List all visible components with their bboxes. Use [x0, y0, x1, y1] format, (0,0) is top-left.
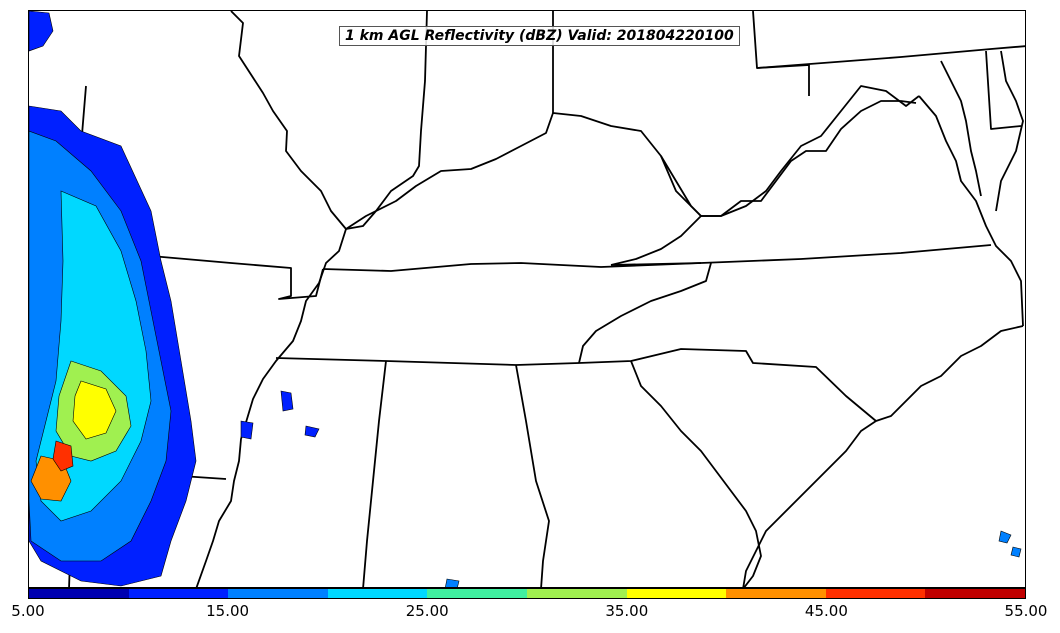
colorbar-segment — [228, 589, 328, 598]
nc-sc-boundary — [578, 348, 877, 422]
colorbar-tick-label: 25.00 — [405, 602, 449, 620]
colorbar-tick-label: 5.00 — [11, 602, 45, 620]
colorbar-segment — [726, 589, 826, 598]
il-in-boundary — [345, 11, 428, 230]
colorbar-segment — [29, 589, 129, 598]
echo-se-cell — [998, 530, 1012, 544]
echo-ms-cell-2 — [304, 425, 320, 438]
oh-pa-boundary — [752, 11, 810, 96]
colorbar-segment — [526, 589, 627, 598]
va-ky-boundary — [610, 215, 702, 266]
colorbar-tick-label: 45.00 — [804, 602, 848, 620]
ms-al-boundary — [362, 360, 387, 587]
atlantic-coast — [742, 325, 1024, 587]
echo-ms-cell — [280, 390, 294, 412]
colorbar-segment — [327, 589, 428, 598]
chesapeake-west — [940, 60, 982, 197]
echo-band-red — [52, 440, 74, 472]
map-title: 1 km AGL Reflectivity (dBZ) Valid: 20180… — [339, 26, 740, 46]
tn-south-boundary — [275, 357, 580, 366]
reflectivity-colorbar — [28, 588, 1026, 599]
reflectivity-echoes — [29, 11, 1022, 587]
echo-se-cell-2 — [1010, 546, 1022, 558]
chesapeake-shore — [918, 95, 1024, 327]
colorbar-segment — [427, 589, 527, 598]
delmarva — [995, 50, 1024, 212]
map-canvas — [29, 11, 1025, 587]
echo-al-cell — [445, 578, 460, 587]
colorbar-segment — [626, 589, 727, 598]
echo-ne-cluster — [29, 11, 54, 52]
echo-band-yellow — [72, 380, 117, 440]
tn-nc-boundary — [578, 262, 712, 364]
colorbar-tick-label: 55.00 — [1004, 602, 1048, 620]
delaware-boundary — [985, 50, 1022, 130]
echo-ms-cell-3 — [240, 420, 254, 440]
al-ga-boundary — [515, 364, 550, 587]
colorbar-tick-label: 15.00 — [206, 602, 250, 620]
colorbar-segment — [825, 589, 926, 598]
map-panel: 1 km AGL Reflectivity (dBZ) Valid: 20180… — [28, 10, 1026, 588]
colorbar-tick-label: 35.00 — [605, 602, 649, 620]
va-nc-boundary — [610, 244, 992, 266]
wv-va-boundary — [660, 100, 917, 217]
pa-md-boundary — [756, 45, 1025, 69]
mississippi-river-boundary — [195, 11, 347, 587]
colorbar-segment — [925, 589, 1025, 598]
ga-sc-boundary — [630, 360, 762, 587]
ohio-river — [345, 85, 920, 230]
colorbar-segment — [128, 589, 229, 598]
